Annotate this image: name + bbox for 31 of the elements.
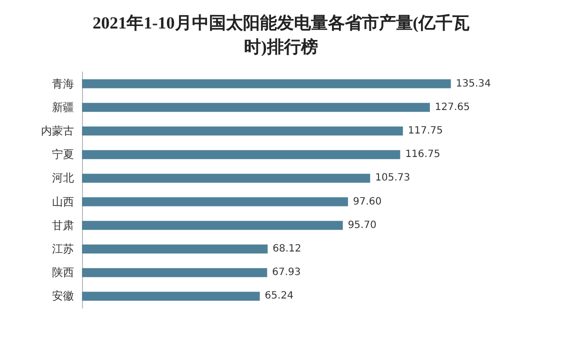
bar	[82, 150, 400, 160]
bar	[82, 102, 430, 112]
bar	[82, 174, 370, 183]
y-tick-label: 江苏	[52, 242, 74, 256]
y-tick-label: 陕西	[52, 266, 74, 280]
data-label: 68.12	[272, 244, 302, 254]
bar	[82, 79, 451, 88]
bar	[82, 268, 268, 278]
y-tick-label: 内蒙古	[41, 124, 74, 138]
data-label: 116.75	[405, 149, 440, 160]
y-tick-label: 新疆	[52, 100, 74, 114]
data-label: 97.60	[352, 196, 382, 208]
bar	[82, 197, 348, 206]
data-label: 135.34	[456, 78, 491, 90]
data-label: 65.24	[264, 290, 294, 302]
y-tick-label: 青海	[52, 77, 74, 90]
data-label: 67.93	[272, 267, 301, 278]
y-tick-label: 甘肃	[52, 218, 74, 232]
y-tick-label: 河北	[52, 172, 74, 185]
data-label: 127.65	[434, 102, 470, 113]
data-label: 117.75	[408, 126, 443, 136]
bar	[82, 220, 343, 230]
y-tick-label: 安徽	[52, 290, 74, 303]
bar	[82, 244, 268, 254]
data-label: 95.70	[348, 220, 376, 231]
y-tick-label: 山西	[52, 195, 74, 208]
bar	[82, 292, 260, 301]
data-label: 105.73	[375, 172, 410, 184]
y-tick-label: 宁夏	[52, 148, 74, 162]
chart-title: 2021年1-10月中国太阳能发电量各省市产量(亿千瓦时)排行榜	[92, 14, 470, 56]
bar	[82, 126, 403, 136]
